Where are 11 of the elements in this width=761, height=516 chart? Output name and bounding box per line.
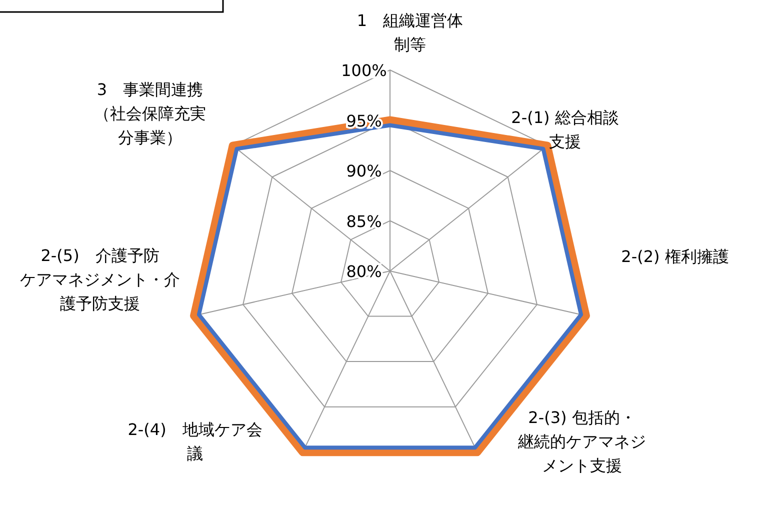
- spoke-label: 2-(4) 地域ケア会議: [128, 420, 262, 463]
- spoke-label: 2-(1) 総合相談支援: [511, 108, 619, 151]
- y-tick-label: 85%: [346, 212, 382, 231]
- y-tick-label: 90%: [346, 162, 382, 180]
- spoke-label: 2-(2) 権利擁護: [621, 247, 729, 266]
- spoke-label: 3 事業間連携（社会保障充実分事業）: [94, 80, 206, 147]
- spoke-label: 2-(5) 介護予防ケアマネジメント・介護予防支援: [20, 246, 180, 313]
- y-tick-label: 100%: [341, 61, 387, 80]
- spoke-label: 2-(3) 包括的・継続的ケアマネジメント支援: [517, 408, 646, 475]
- y-tick-label: 80%: [346, 262, 382, 281]
- spoke-label: 1 組織運営体制等: [356, 11, 464, 54]
